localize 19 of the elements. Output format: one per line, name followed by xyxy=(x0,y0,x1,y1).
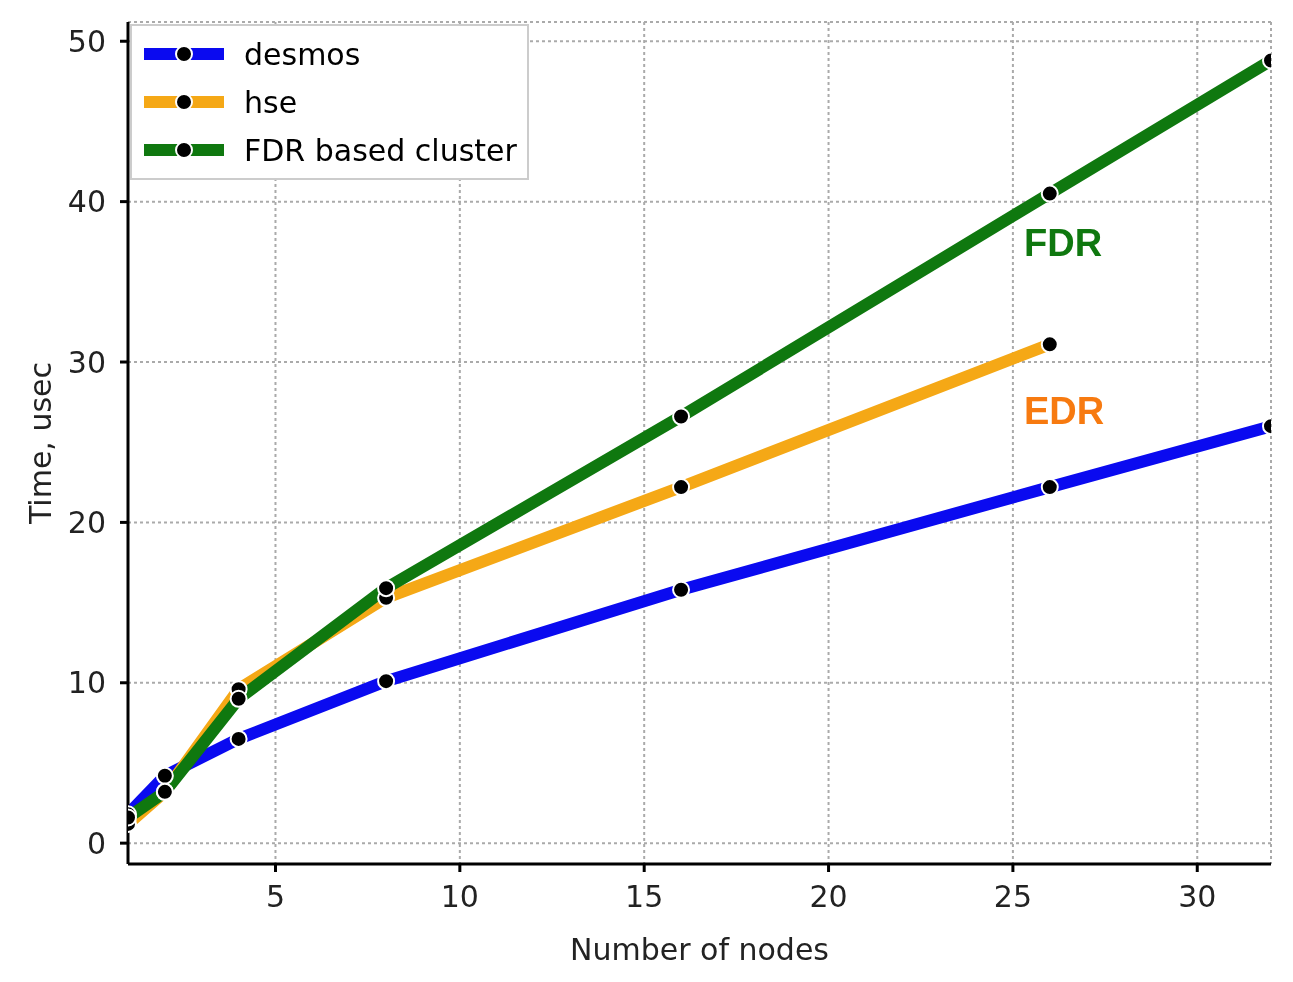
y-tick-label: 50 xyxy=(67,23,106,59)
x-tick-label: 25 xyxy=(993,879,1032,915)
x-tick-label: 5 xyxy=(265,879,286,915)
x-tick-label: 15 xyxy=(625,879,664,915)
y-tick-label: 40 xyxy=(67,184,106,220)
annotation: EDR xyxy=(1024,390,1105,433)
legend-label: desmos xyxy=(244,36,361,72)
x-tick-label: 30 xyxy=(1178,879,1217,915)
x-tick-label: 20 xyxy=(809,879,848,915)
y-tick-label: 0 xyxy=(86,825,106,861)
legend-label: hse xyxy=(244,84,298,120)
x-tick-label: 10 xyxy=(440,879,479,915)
legend-label: FDR based cluster xyxy=(244,132,517,168)
y-axis-title: Time, usec xyxy=(22,361,58,526)
annotation: FDR xyxy=(1024,222,1103,265)
x-axis-title: Number of nodes xyxy=(570,932,829,967)
y-tick-label: 20 xyxy=(67,505,106,541)
y-tick-label: 30 xyxy=(67,344,106,380)
y-tick-label: 10 xyxy=(67,665,106,701)
